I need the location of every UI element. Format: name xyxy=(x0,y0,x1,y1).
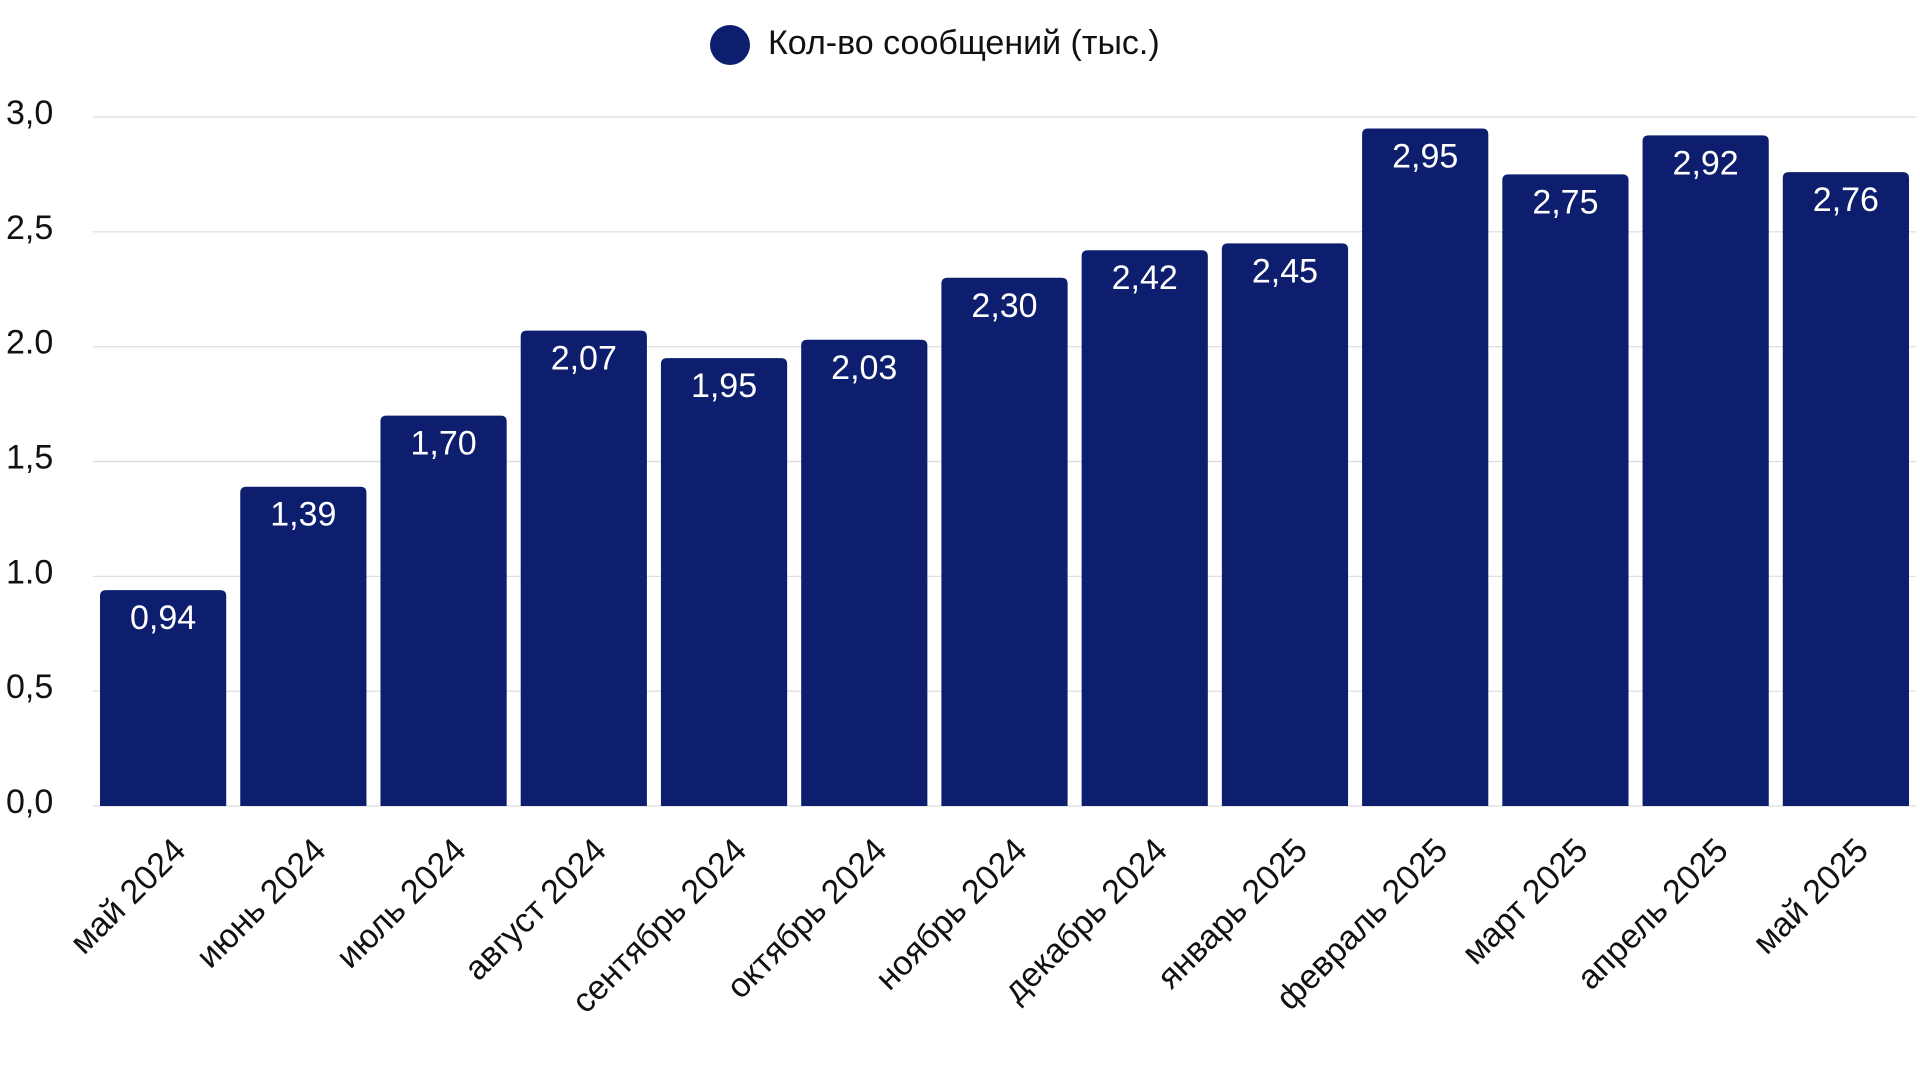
x-tick-label: июнь 2024 xyxy=(189,831,333,975)
bar xyxy=(100,590,227,806)
bar xyxy=(520,330,647,806)
y-tick-label: 1.0 xyxy=(6,553,53,591)
x-tick-label: май 2025 xyxy=(1746,831,1876,961)
value-label: 1,70 xyxy=(410,425,476,463)
bar xyxy=(660,358,788,806)
value-label: 1,95 xyxy=(691,367,757,405)
bar xyxy=(1362,128,1489,806)
value-label: 2,30 xyxy=(971,287,1037,325)
y-tick-label: 0,0 xyxy=(6,783,53,821)
x-tick-label: июль 2024 xyxy=(329,831,474,976)
y-tick-label: 2.0 xyxy=(6,324,53,362)
value-label: 2,75 xyxy=(1532,183,1598,221)
value-label: 2,07 xyxy=(551,340,617,378)
x-tick-label: март 2025 xyxy=(1455,831,1596,972)
x-tick-label: май 2024 xyxy=(63,831,193,961)
x-tick-label: август 2024 xyxy=(457,831,614,988)
bar xyxy=(1642,135,1769,806)
bar xyxy=(1502,174,1629,806)
value-label: 2,42 xyxy=(1112,259,1178,297)
value-label: 2,76 xyxy=(1813,181,1879,219)
bar xyxy=(240,486,367,806)
legend-marker xyxy=(710,25,750,65)
y-tick-label: 1,5 xyxy=(6,438,53,476)
y-tick-label: 3,0 xyxy=(6,94,53,132)
y-tick-label: 2,5 xyxy=(6,209,53,247)
bar xyxy=(1081,250,1208,806)
x-tick-label: апрель 2025 xyxy=(1570,831,1736,997)
value-label: 2,92 xyxy=(1673,144,1739,182)
value-label: 2,45 xyxy=(1252,252,1318,290)
y-tick-label: 0,5 xyxy=(6,668,53,706)
bar xyxy=(1221,243,1349,807)
value-label: 2,95 xyxy=(1392,137,1458,175)
value-label: 0,94 xyxy=(130,599,196,637)
bar xyxy=(941,277,1068,806)
bar xyxy=(1782,172,1909,806)
value-label: 2,03 xyxy=(831,349,897,387)
bar xyxy=(801,339,928,806)
bar xyxy=(380,415,507,806)
value-label: 1,39 xyxy=(270,496,336,534)
legend-label: Кол-во сообщений (тыс.) xyxy=(768,24,1160,62)
